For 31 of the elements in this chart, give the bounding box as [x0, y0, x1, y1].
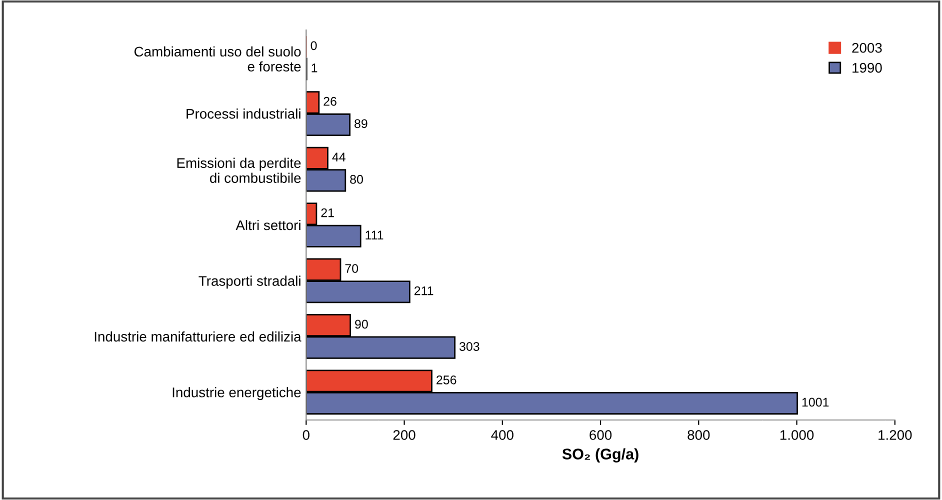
data-label: 0: [310, 41, 317, 50]
x-tick-label: 1.000: [780, 430, 814, 440]
y-tick-label: Industrie manifatturiere ed edilizia: [94, 331, 302, 342]
y-tick-label: Emissioni da perdite di combustibile: [177, 158, 301, 183]
data-label: 303: [459, 342, 480, 351]
x-tick-label: 600: [590, 430, 612, 440]
x-tick-label: 0: [302, 430, 310, 440]
y-tick-label: Cambiamenti uso del suolo e foreste: [134, 46, 301, 72]
x-tick-label: 400: [491, 430, 514, 440]
data-label: 70: [345, 264, 358, 273]
y-tick-label: Processi industriali: [186, 108, 300, 119]
data-label: 1001: [802, 398, 829, 407]
data-label: 211: [414, 286, 434, 296]
y-tick-label: Industrie energetiche: [172, 387, 301, 400]
data-label: 26: [324, 96, 336, 106]
data-label: 80: [350, 174, 363, 184]
x-tick-label: 1.200: [878, 430, 912, 440]
y-tick-label: Trasporti stradali: [198, 276, 300, 289]
data-label: 89: [354, 119, 368, 128]
legend-label: 2003: [852, 42, 882, 53]
data-label: 44: [332, 152, 346, 162]
legend-label: 1990: [852, 62, 882, 73]
y-tick-label: Altri settori: [236, 220, 300, 230]
data-label: 111: [366, 230, 384, 240]
data-label: 1: [312, 64, 318, 72]
x-tick-label: 200: [393, 430, 416, 440]
data-label: 90: [355, 320, 368, 329]
x-tick-label: 800: [688, 430, 710, 440]
data-label: 21: [321, 208, 334, 218]
data-label: 256: [436, 376, 456, 384]
x-axis-title: SO₂ (Gg/a): [562, 448, 638, 463]
